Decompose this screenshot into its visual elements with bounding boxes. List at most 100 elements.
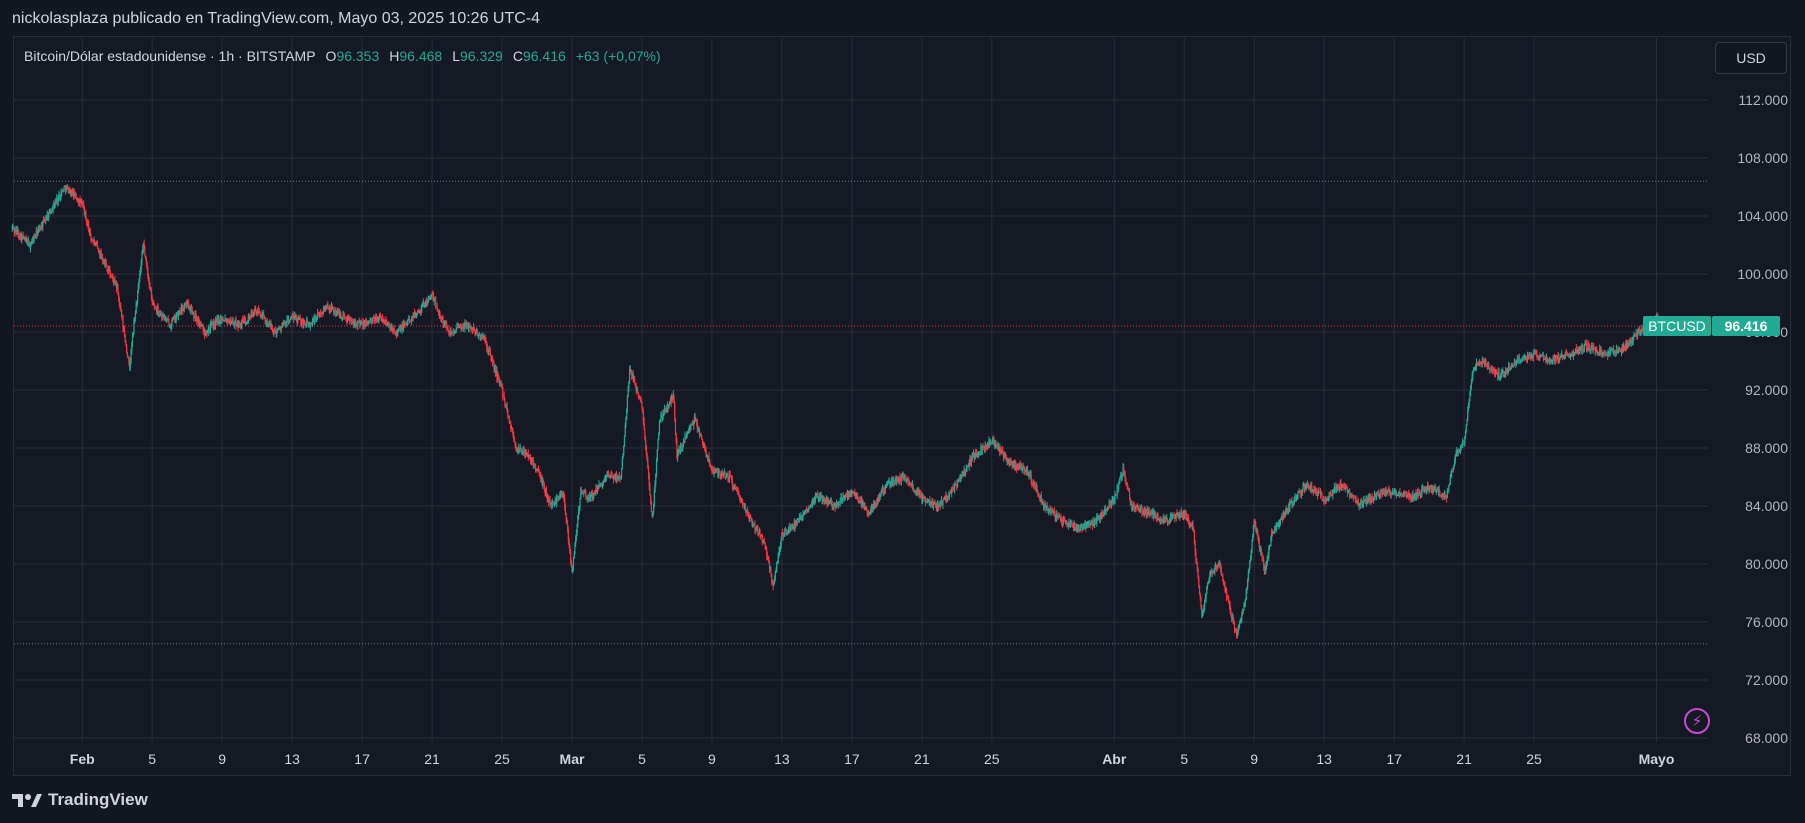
candle-body (1211, 571, 1213, 574)
candle-body (1365, 499, 1368, 503)
candle-body (435, 306, 438, 308)
candle-body (1013, 463, 1016, 468)
candle-body (1489, 369, 1491, 371)
x-tick-label: 13 (774, 751, 790, 767)
candle-body (79, 198, 81, 200)
candle-body (559, 493, 561, 499)
candle-body (214, 321, 216, 326)
candle-body (694, 416, 696, 422)
candle-body (1467, 410, 1469, 420)
candle-body (508, 416, 510, 423)
candle-body (1502, 370, 1504, 372)
candle-body (789, 527, 791, 531)
candle-body (91, 240, 94, 242)
candle-body (346, 319, 348, 322)
candle-body (454, 332, 456, 334)
candle-body (676, 442, 678, 458)
candle-body (959, 476, 962, 482)
candle-body (537, 469, 539, 471)
candle-body (1227, 598, 1229, 600)
candle-body (307, 322, 309, 324)
candle-body (298, 319, 300, 321)
candle-body (1409, 494, 1411, 499)
candle-body (889, 481, 891, 486)
candle-body (1463, 441, 1465, 444)
candle-body (948, 493, 951, 496)
candle-body (486, 342, 488, 349)
candle-body (900, 475, 903, 482)
candle-body (964, 470, 967, 474)
candle-body (223, 319, 225, 321)
candle-body (712, 470, 714, 472)
candle-body (948, 495, 950, 497)
candle-body (1104, 508, 1106, 511)
candle-body (442, 319, 444, 325)
candle-body (509, 422, 511, 424)
candle-body (1093, 518, 1096, 525)
candle-body (1371, 496, 1373, 499)
candle-body (873, 504, 875, 508)
candle-body (1383, 490, 1385, 494)
candle-body (587, 498, 589, 500)
candle-body (492, 362, 494, 364)
candle-body (1630, 340, 1632, 344)
candle-body (194, 313, 196, 318)
candle-body (533, 464, 535, 467)
candle-body (803, 513, 805, 515)
candle-body (623, 445, 625, 455)
candle-body (778, 551, 780, 554)
candle-body (162, 314, 164, 319)
candle-body (1240, 619, 1242, 621)
candle-body (467, 323, 470, 329)
candle-body (526, 452, 528, 456)
candle-body (855, 494, 857, 497)
candle-body (959, 478, 961, 482)
candle-body (872, 507, 874, 509)
x-tick-label: 25 (494, 751, 510, 767)
chart-panel[interactable] (13, 36, 1791, 776)
candle-body (812, 498, 814, 503)
candle-body (896, 477, 898, 480)
candle-body (1636, 333, 1638, 336)
candle-body (1153, 511, 1155, 517)
candle-body (148, 281, 150, 286)
candle-body (303, 320, 305, 326)
candle-body (249, 316, 251, 319)
candle-body (1416, 495, 1418, 498)
x-tick-label: 9 (1250, 751, 1258, 767)
candle-body (1228, 602, 1231, 606)
candle-body (1170, 515, 1172, 518)
candle-body (999, 447, 1001, 452)
candle-body (807, 508, 809, 512)
candle-body (854, 496, 857, 498)
candle-body (1572, 354, 1574, 356)
candle-body (731, 479, 733, 486)
candle-body (1204, 599, 1206, 607)
candle-body (559, 496, 561, 499)
candle-body (957, 480, 959, 483)
candle-body (133, 321, 135, 334)
candle-body (994, 442, 997, 449)
candle-body (1511, 363, 1513, 366)
candle-body (1136, 505, 1138, 508)
candle-body (1339, 482, 1341, 489)
candle-body (1446, 490, 1448, 499)
candle-body (658, 421, 661, 433)
tradingview-logo[interactable]: TradingView (12, 790, 148, 810)
candle-body (895, 479, 897, 482)
candle-body (136, 301, 138, 304)
candle-body (1505, 371, 1507, 374)
candle-body (42, 219, 45, 221)
candle-body (1048, 508, 1050, 511)
candle-body (834, 505, 836, 508)
candle-body (1466, 419, 1468, 426)
candle-body (749, 515, 751, 518)
candle-body (1075, 525, 1077, 529)
candle-body (16, 229, 18, 233)
currency-button[interactable]: USD (1715, 42, 1787, 74)
candle-body (890, 479, 892, 484)
candle-body (129, 361, 131, 368)
candle-body (190, 307, 193, 311)
lightning-icon[interactable]: ⚡ (1684, 708, 1710, 734)
